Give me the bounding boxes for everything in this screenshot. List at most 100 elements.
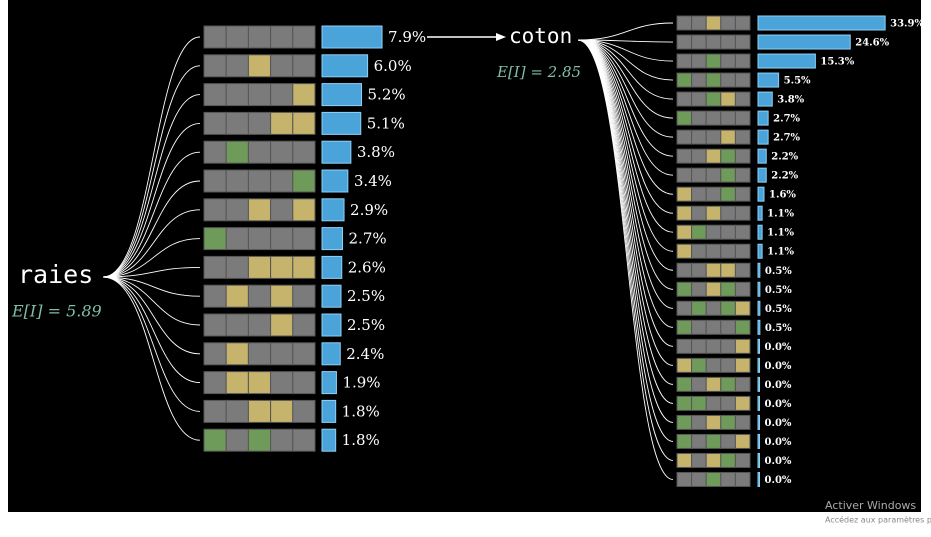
pattern-tile xyxy=(676,53,693,69)
pattern-tile xyxy=(292,371,316,395)
bar xyxy=(757,205,763,221)
pattern-tile xyxy=(705,15,722,31)
pattern-tile xyxy=(705,281,722,297)
pattern-tile xyxy=(270,83,294,107)
pattern-tile xyxy=(203,140,227,164)
pattern-tile xyxy=(203,111,227,135)
pattern-tile xyxy=(203,342,227,366)
value-label: 24.6% xyxy=(855,38,889,49)
pattern-tile xyxy=(270,54,294,78)
pattern-tile xyxy=(270,255,294,279)
branch-curve xyxy=(102,238,201,278)
pattern-tile xyxy=(705,148,722,164)
pattern-tile xyxy=(734,129,751,145)
branch-curve xyxy=(102,65,201,278)
pattern-tile xyxy=(720,15,736,31)
pattern-tile xyxy=(705,186,722,202)
pattern-tile xyxy=(247,255,272,279)
pattern-tile xyxy=(225,169,249,193)
value-label: 2.7% xyxy=(773,133,800,144)
guess-word: raies xyxy=(18,260,93,289)
pattern-tile xyxy=(225,399,249,423)
pattern-tile xyxy=(270,111,294,135)
pattern-tile xyxy=(676,433,693,449)
pattern-tile xyxy=(247,313,272,337)
pattern-tile xyxy=(270,313,294,337)
pattern-tile xyxy=(247,284,272,308)
branch-curve xyxy=(577,39,674,81)
bar xyxy=(757,262,761,278)
pattern-tile xyxy=(691,433,707,449)
pattern-tile xyxy=(734,281,751,297)
pattern-tile xyxy=(203,198,227,222)
value-label: 0.5% xyxy=(765,285,792,296)
pattern-tile xyxy=(203,169,227,193)
value-label: 2.5% xyxy=(347,316,385,334)
pattern-tile xyxy=(734,34,751,50)
pattern-tile xyxy=(676,452,693,468)
bar xyxy=(757,167,767,183)
watermark-subtitle: Accédez aux paramètres p xyxy=(825,515,931,525)
pattern-tile xyxy=(691,72,707,88)
pattern-tile xyxy=(247,371,272,395)
value-label: 5.5% xyxy=(784,76,811,87)
pattern-tile xyxy=(270,342,294,366)
value-label: 0.0% xyxy=(765,399,792,410)
pattern-tile xyxy=(676,91,693,107)
bar xyxy=(757,281,761,297)
pattern-tile xyxy=(734,72,751,88)
pattern-tile xyxy=(691,471,707,487)
bar xyxy=(321,111,362,135)
pattern-tile xyxy=(720,319,736,335)
bar xyxy=(757,357,760,373)
bar xyxy=(757,376,760,392)
pattern-tile xyxy=(734,357,751,373)
pattern-tile xyxy=(203,255,227,279)
value-label: 2.2% xyxy=(771,171,798,182)
pattern-tile xyxy=(720,167,736,183)
value-label: 1.8% xyxy=(342,402,380,420)
pattern-tile xyxy=(225,428,249,452)
pattern-tile xyxy=(247,140,272,164)
pattern-tile xyxy=(247,83,272,107)
pattern-tile xyxy=(676,186,693,202)
pattern-tile xyxy=(225,198,249,222)
pattern-tile xyxy=(734,224,751,240)
pattern-tile xyxy=(247,428,272,452)
pattern-tile xyxy=(720,471,736,487)
pattern-tile xyxy=(720,129,736,145)
branch-curve xyxy=(102,180,201,278)
pattern-tile xyxy=(676,262,693,278)
pattern-tile xyxy=(676,414,693,430)
pattern-tile xyxy=(247,54,272,78)
bar xyxy=(757,110,769,126)
pattern-tile xyxy=(691,186,707,202)
pattern-tile xyxy=(720,452,736,468)
pattern-tile xyxy=(676,110,693,126)
pattern-tile xyxy=(720,357,736,373)
value-label: 0.0% xyxy=(765,437,792,448)
pattern-tile xyxy=(734,205,751,221)
pattern-tile xyxy=(203,83,227,107)
pattern-tile xyxy=(720,433,736,449)
pattern-tile xyxy=(705,167,722,183)
value-label: 0.0% xyxy=(765,418,792,429)
branch-curve xyxy=(577,39,674,423)
pattern-tile xyxy=(676,338,693,354)
bar xyxy=(321,169,349,193)
value-label: 0.0% xyxy=(765,380,792,391)
pattern-tile xyxy=(676,34,693,50)
pattern-tile xyxy=(691,148,707,164)
pattern-tile xyxy=(292,83,316,107)
pattern-tile xyxy=(691,281,707,297)
pattern-tile xyxy=(705,53,722,69)
pattern-tile xyxy=(734,53,751,69)
pattern-tile xyxy=(270,284,294,308)
pattern-tile xyxy=(691,395,707,411)
pattern-tile xyxy=(247,25,272,49)
value-label: 2.2% xyxy=(771,152,798,163)
pattern-tile xyxy=(734,338,751,354)
pattern-tile xyxy=(203,54,227,78)
pattern-tile xyxy=(203,313,227,337)
value-label: 2.7% xyxy=(773,114,800,125)
